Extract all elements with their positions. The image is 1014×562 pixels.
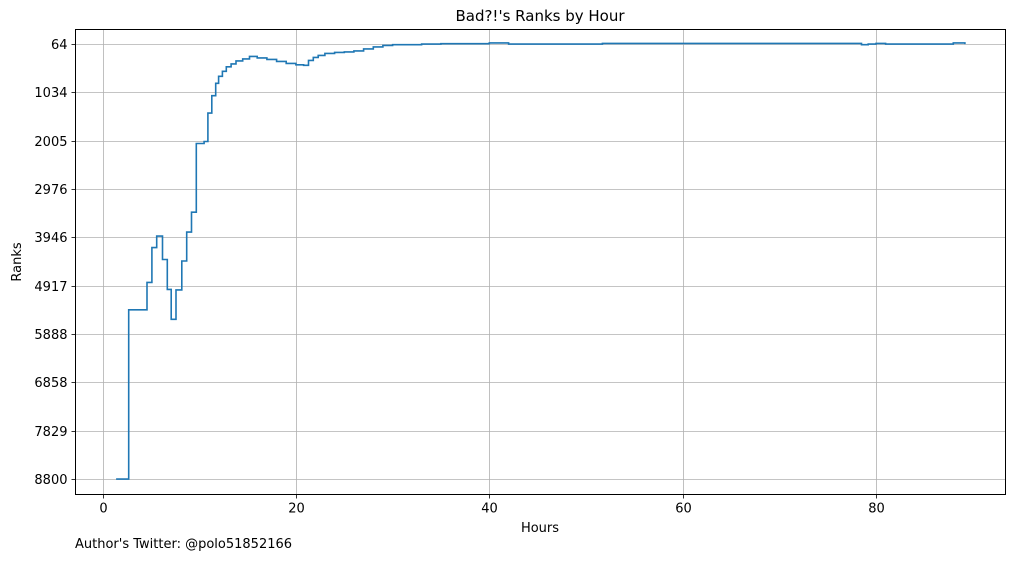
y-tick-label: 4917 — [34, 280, 67, 295]
y-tick-label: 3946 — [34, 231, 67, 246]
x-tick-label: 20 — [288, 502, 305, 517]
y-tick-label: 5888 — [34, 328, 67, 343]
grid — [75, 29, 1006, 495]
series-layer — [116, 42, 966, 480]
y-tick-label: 6858 — [34, 376, 67, 391]
x-tick-label: 0 — [99, 502, 107, 517]
y-tick-label: 7829 — [34, 425, 67, 440]
y-tick-label: 1034 — [34, 86, 67, 101]
x-axis-label: Hours — [521, 521, 559, 536]
author-credit: Author's Twitter: @polo51852166 — [75, 537, 293, 552]
plot-frame — [75, 29, 1006, 495]
y-tick-label: 2005 — [34, 135, 67, 150]
y-axis-label: Ranks — [10, 242, 25, 281]
x-tick-label: 40 — [481, 502, 498, 517]
x-axis-ticks: 0 20 40 60 80 — [99, 494, 885, 517]
chart-title: Bad?!'s Ranks by Hour — [455, 7, 625, 25]
y-tick-label: 64 — [51, 38, 68, 53]
y-tick-label: 2976 — [34, 183, 67, 198]
x-tick-label: 60 — [675, 502, 692, 517]
x-tick-label: 80 — [868, 502, 885, 517]
y-axis-ticks: 64 1034 2005 2976 3946 4917 5888 6858 7829 8800 — [34, 38, 76, 488]
rank-series-line — [116, 42, 966, 480]
y-tick-label: 8800 — [34, 473, 67, 488]
